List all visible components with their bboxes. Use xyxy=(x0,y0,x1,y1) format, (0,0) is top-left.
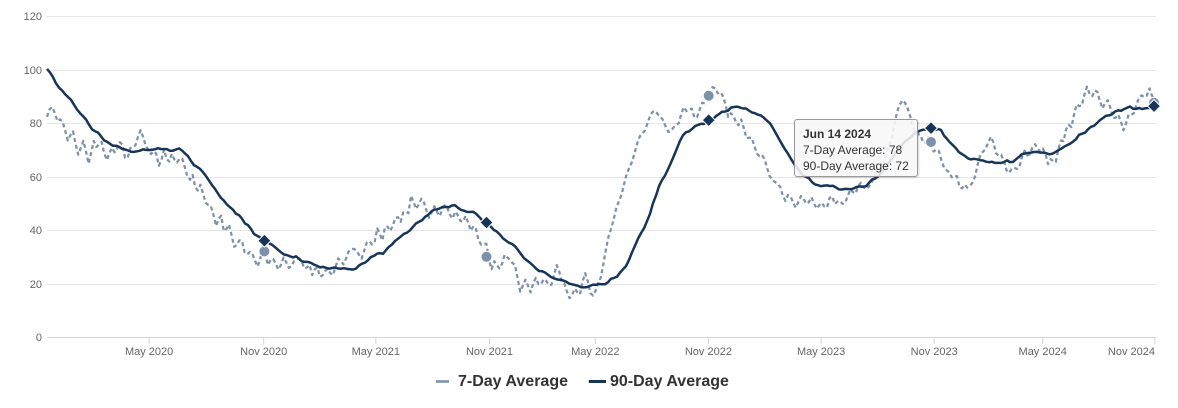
svg-text:120: 120 xyxy=(24,11,42,23)
svg-text:100: 100 xyxy=(24,65,42,77)
svg-text:Nov 2023: Nov 2023 xyxy=(911,346,958,358)
svg-text:Nov 2024: Nov 2024 xyxy=(1108,346,1155,358)
svg-text:May 2020: May 2020 xyxy=(125,346,173,358)
svg-text:May 2023: May 2023 xyxy=(797,346,845,358)
svg-text:May 2024: May 2024 xyxy=(1019,346,1067,358)
svg-text:20: 20 xyxy=(30,279,42,291)
svg-text:Nov 2022: Nov 2022 xyxy=(685,346,732,358)
svg-text:40: 40 xyxy=(30,225,42,237)
svg-text:80: 80 xyxy=(30,118,42,130)
svg-text:Nov 2020: Nov 2020 xyxy=(240,346,287,358)
svg-text:60: 60 xyxy=(30,172,42,184)
svg-text:0: 0 xyxy=(36,332,42,344)
svg-text:May 2022: May 2022 xyxy=(571,346,619,358)
svg-text:May 2021: May 2021 xyxy=(352,346,400,358)
svg-text:Nov 2021: Nov 2021 xyxy=(466,346,513,358)
